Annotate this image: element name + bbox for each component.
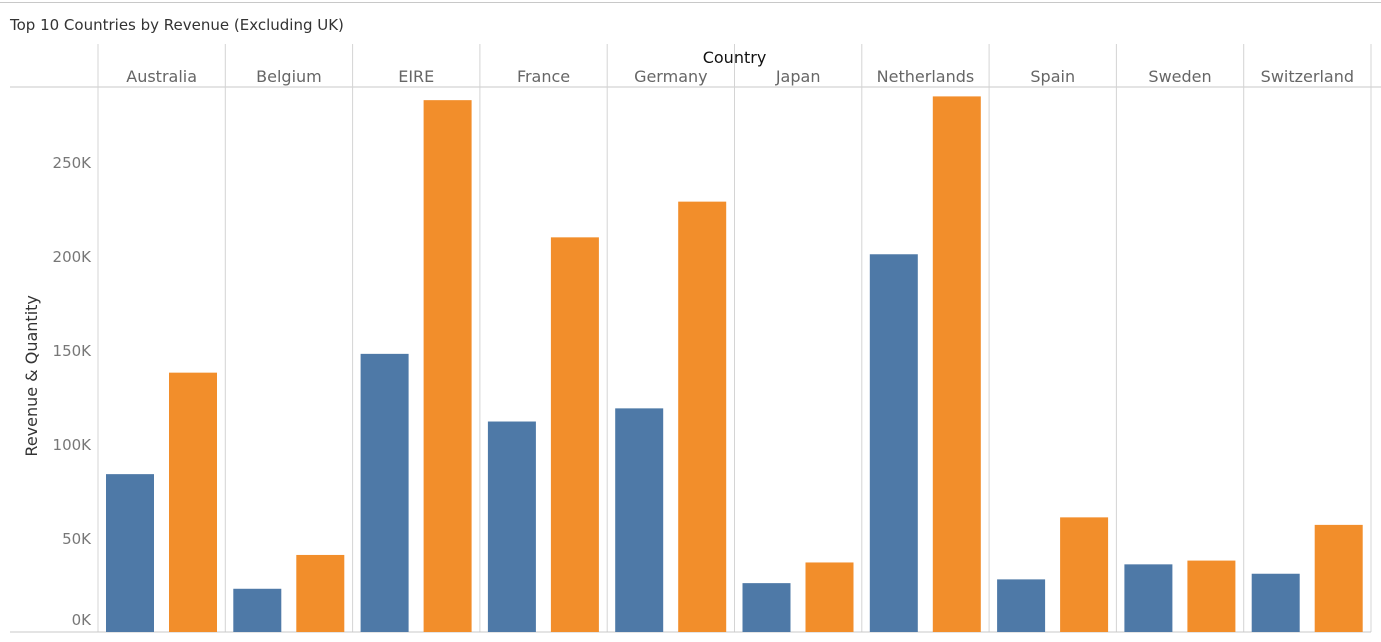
y-tick-label: 50K: [62, 530, 92, 548]
category-label: Netherlands: [877, 67, 975, 86]
top-divider: [0, 2, 1381, 3]
category-label: EIRE: [398, 67, 434, 86]
bar-series-1[interactable]: [360, 353, 409, 632]
y-tick-label: 250K: [53, 154, 93, 172]
y-tick-label: 200K: [53, 248, 93, 266]
category-label: Germany: [634, 67, 708, 86]
category-label: Australia: [126, 67, 197, 86]
bar-series-1[interactable]: [106, 474, 154, 632]
bar-series-1[interactable]: [742, 583, 791, 632]
bar-series-2[interactable]: [169, 372, 217, 632]
bar-series-2[interactable]: [932, 96, 981, 633]
bar-series-1[interactable]: [1251, 573, 1300, 632]
y-tick-label: 0K: [72, 611, 93, 629]
bar-series-2[interactable]: [1187, 560, 1236, 632]
bar-series-1[interactable]: [615, 408, 664, 632]
y-tick-label: 100K: [53, 436, 93, 454]
bar-series-1[interactable]: [869, 254, 918, 633]
bar-series-2[interactable]: [678, 201, 727, 632]
category-label: Sweden: [1148, 67, 1211, 86]
bar-series-2[interactable]: [1314, 524, 1363, 632]
category-label: France: [517, 67, 570, 86]
category-label: Belgium: [256, 67, 322, 86]
bar-series-2[interactable]: [296, 554, 345, 632]
y-tick-label: 150K: [53, 342, 93, 360]
bar-series-2[interactable]: [1060, 517, 1109, 632]
category-label: Switzerland: [1261, 67, 1354, 86]
bar-series-1[interactable]: [997, 579, 1046, 632]
bar-series-2[interactable]: [550, 237, 599, 632]
bar-series-1[interactable]: [233, 588, 282, 632]
bar-series-1[interactable]: [1124, 564, 1173, 632]
category-label: Japan: [775, 67, 821, 86]
bar-series-2[interactable]: [805, 562, 854, 632]
chart-title: Top 10 Countries by Revenue (Excluding U…: [10, 16, 344, 34]
bar-series-2[interactable]: [423, 100, 472, 633]
bar-series-1[interactable]: [487, 421, 536, 632]
y-axis-title: Revenue & Quantity: [22, 295, 41, 456]
category-label: Spain: [1030, 67, 1075, 86]
